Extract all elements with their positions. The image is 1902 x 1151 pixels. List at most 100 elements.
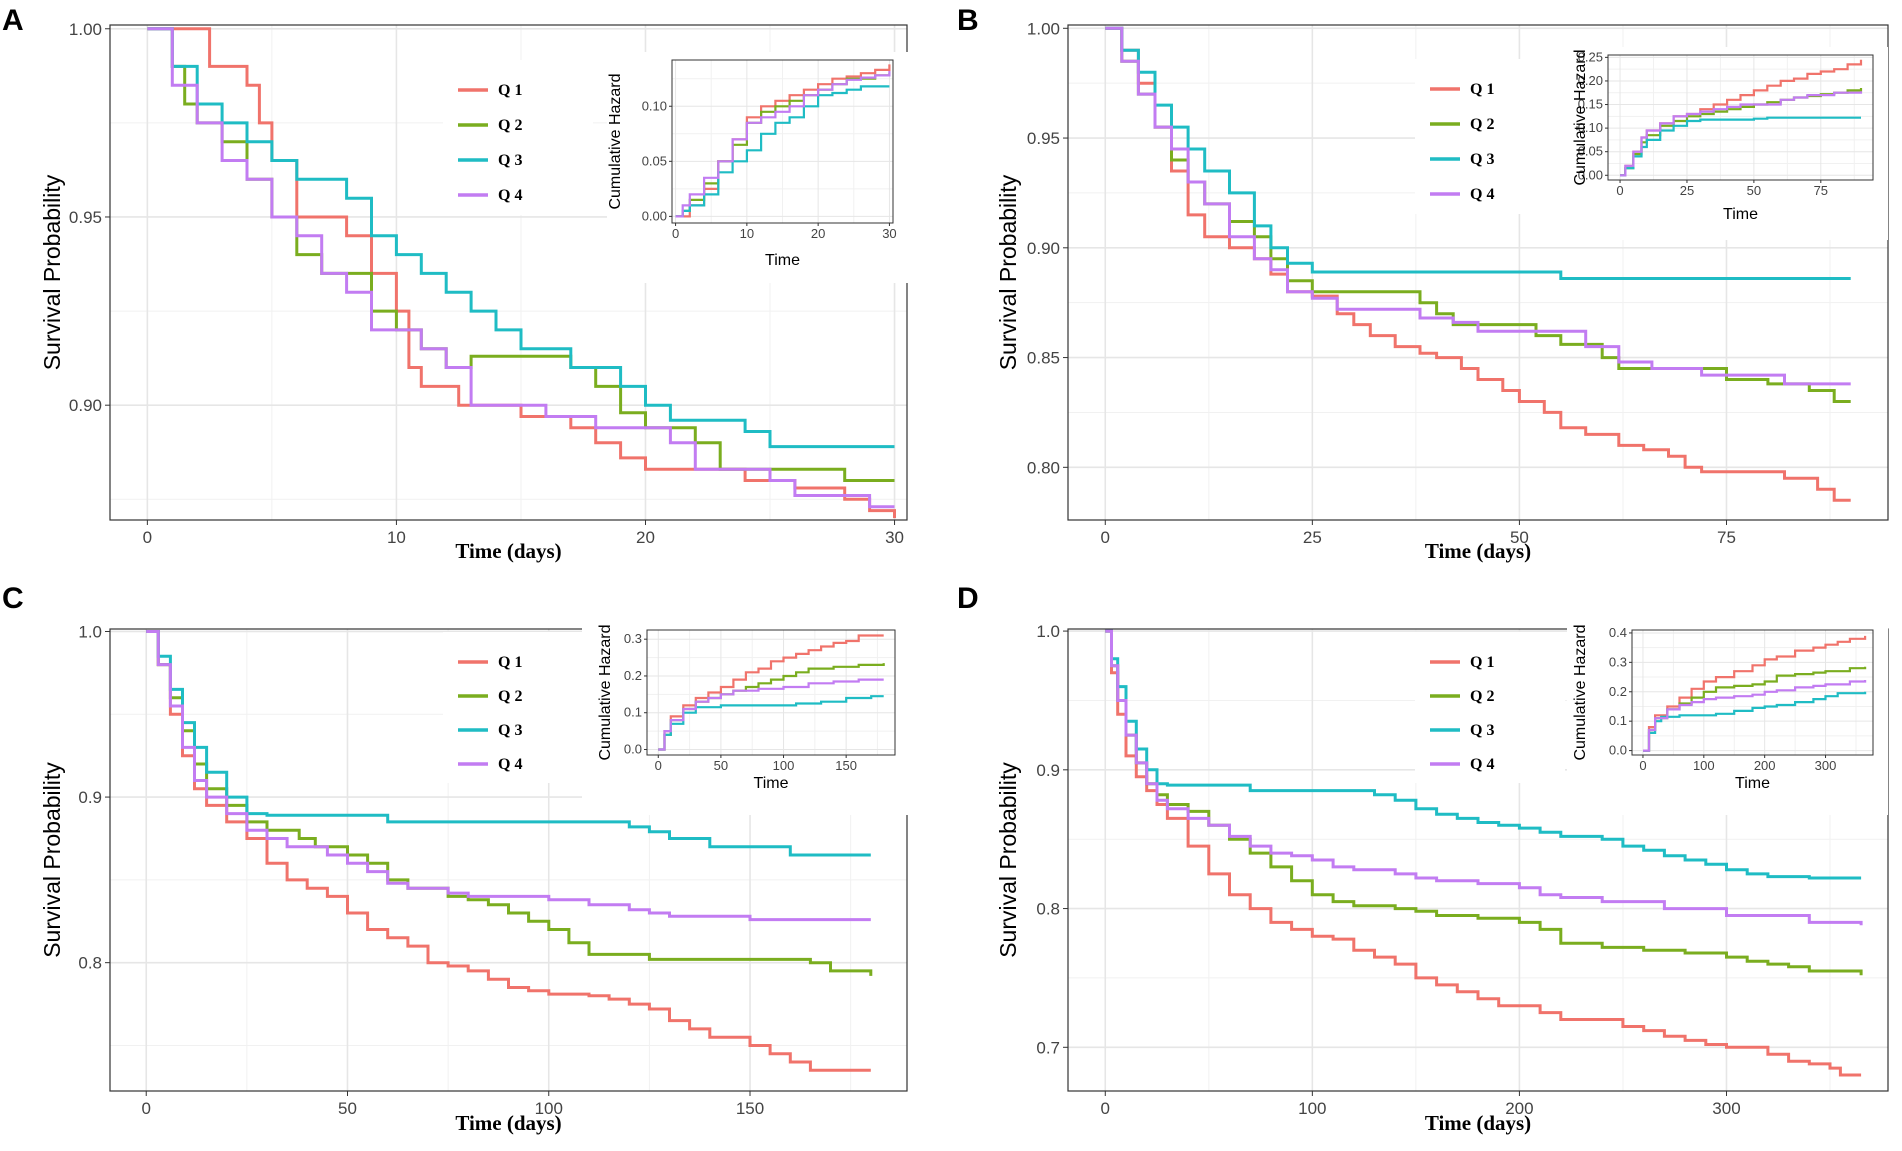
inset-x-axis-label: Time	[1723, 206, 1758, 223]
main-y-tick-label: 0.7	[1036, 1038, 1060, 1057]
x-axis-label: Time (days)	[455, 539, 561, 563]
inset-y-tick-label: 0.10	[1578, 120, 1603, 135]
panel-letter: C	[2, 582, 24, 615]
main-frame	[1067, 24, 1889, 521]
inset-frame	[646, 629, 896, 756]
inset-series-group	[1643, 635, 1867, 752]
inset-x-tick-label: 0	[672, 226, 679, 241]
main-y-tick-label: 1.0	[1036, 622, 1060, 641]
inset-chart: 0 100 200 300 0.0 0.1 0.2 0.3 0.4 Cumulative Haza…	[1567, 622, 1888, 815]
series-group	[147, 27, 896, 519]
series-line-q1	[147, 27, 896, 519]
y-axis-label: Survival Probability	[995, 762, 1021, 958]
inset-series-group	[675, 64, 891, 218]
legend: Q 1 Q 2 Q 3 Q 4	[1415, 59, 1565, 214]
inset-x-axis-label: Time	[1735, 775, 1770, 792]
inset-y-tick-label: 0.10	[642, 98, 667, 113]
main-x-tick-label: 20	[636, 528, 655, 547]
legend-label: Q 1	[1470, 654, 1494, 671]
inset-x-tick-label: 25	[1680, 183, 1694, 198]
inset-x-tick-label: 200	[1754, 758, 1776, 773]
main-x-tick-label: 150	[736, 1099, 764, 1118]
inset-y-tick-label: 0.0	[624, 741, 642, 756]
inset-series-line-q4	[1643, 680, 1867, 752]
series-line-q1	[1105, 26, 1851, 502]
main-x-tick-label: 50	[1510, 528, 1529, 547]
inset-series-line-q4	[675, 71, 891, 218]
panel-letter: B	[957, 4, 979, 37]
inset-x-tick-label: 10	[740, 226, 754, 241]
legend-label: Q 4	[498, 756, 522, 773]
panel-a: A 0 10 20 30 0.90 0.95 1.00 Survival Probability…	[2, 4, 908, 563]
main-y-tick-label: 0.95	[1027, 129, 1060, 148]
inset-frame	[671, 59, 894, 224]
panel-d: D 0 100 200 300 0.7 0.8 0.9 1.0 Survival Probabil…	[957, 582, 1889, 1135]
inset-y-tick-label: 0.2	[624, 668, 642, 683]
series-group	[1105, 26, 1851, 502]
inset-y-axis-label: Cumulative Hazard	[1572, 49, 1589, 185]
inset-x-tick-label: 150	[835, 758, 857, 773]
inset-y-axis-label: Cumulative Hazard	[597, 624, 614, 760]
main-frame	[109, 628, 908, 1092]
main-frame	[1067, 628, 1889, 1092]
legend-label: Q 4	[1470, 186, 1494, 203]
legend-label: Q 2	[1470, 116, 1494, 133]
inset-y-tick-label: 0.15	[1578, 97, 1603, 112]
main-x-tick-label: 50	[338, 1099, 357, 1118]
legend: Q 1 Q 2 Q 3 Q 4	[443, 60, 593, 215]
inset-y-tick-label: 0.3	[624, 631, 642, 646]
main-y-tick-label: 0.85	[1027, 349, 1060, 368]
inset-series-line-q3	[675, 85, 890, 218]
inset-y-axis-label: Cumulative Hazard	[607, 73, 624, 209]
legend-background	[1415, 632, 1565, 783]
series-line-q3	[147, 27, 895, 449]
panel-letter: D	[957, 582, 979, 615]
inset-x-tick-label: 0	[1639, 758, 1646, 773]
series-line-q2	[1105, 26, 1851, 403]
main-y-tick-label: 0.9	[78, 788, 102, 807]
inset-y-tick-label: 0.1	[624, 705, 642, 720]
series-line-q3	[146, 630, 871, 857]
main-y-tick-label: 0.8	[78, 954, 102, 973]
inset-y-tick-label: 0.1	[1609, 713, 1627, 728]
panel-b: B 0 25 50 75 0.80 0.85 0.90 0.95 1.00 Survival Pro…	[957, 4, 1889, 563]
series-line-q4	[1105, 26, 1851, 386]
inset-x-tick-label: 0	[1616, 183, 1623, 198]
main-x-tick-label: 200	[1505, 1099, 1533, 1118]
series-group	[146, 630, 873, 1072]
inset-chart: 0 25 50 75 0.00 0.05 0.10 0.15 0.20 0.25Cumulativ…	[1543, 47, 1888, 240]
main-y-tick-label: 1.00	[1027, 19, 1060, 38]
inset-series-line-q4	[1620, 91, 1863, 177]
main-y-tick-label: 0.8	[1036, 900, 1060, 919]
legend: Q 1 Q 2 Q 3 Q 4	[443, 632, 593, 783]
main-x-tick-label: 25	[1303, 528, 1322, 547]
inset-y-tick-label: 0.0	[1609, 743, 1627, 758]
series-line-q3	[1105, 26, 1851, 280]
main-x-tick-label: 100	[535, 1099, 563, 1118]
main-x-tick-label: 0	[141, 1099, 150, 1118]
legend-label: Q 1	[1470, 81, 1494, 98]
inset-plot-area	[647, 630, 895, 755]
inset-series-line-q3	[1643, 691, 1867, 752]
inset-y-axis-label: Cumulative Hazard	[1572, 624, 1589, 760]
inset-series-line-q1	[675, 64, 891, 218]
panel-letter: A	[2, 4, 24, 37]
inset-y-tick-label: 0.25	[1578, 49, 1603, 64]
inset-x-axis-label: Time	[754, 775, 789, 792]
inset-x-tick-label: 100	[773, 758, 795, 773]
inset-x-tick-label: 50	[1747, 183, 1761, 198]
inset-y-tick-label: 0.05	[642, 153, 667, 168]
legend-label: Q 2	[498, 688, 522, 705]
inset-x-tick-label: 20	[811, 226, 825, 241]
main-x-tick-label: 75	[1717, 528, 1736, 547]
inset-x-tick-label: 50	[714, 758, 728, 773]
series-line-q4	[146, 630, 871, 922]
inset-plot-area	[1632, 630, 1873, 755]
series-group	[1105, 629, 1863, 1077]
x-axis-label: Time (days)	[455, 1111, 561, 1135]
inset-frame	[1631, 629, 1874, 756]
main-x-tick-label: 100	[1298, 1099, 1326, 1118]
series-line-q4	[147, 27, 895, 509]
series-line-q4	[1105, 629, 1863, 926]
